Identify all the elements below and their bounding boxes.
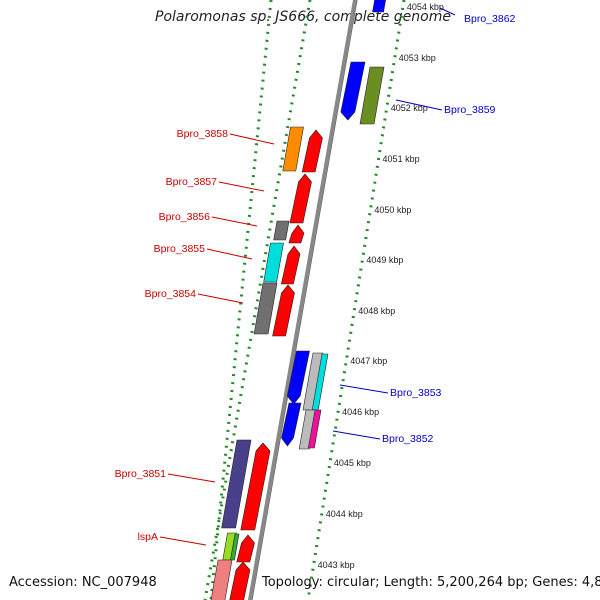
tick-label: 4053 kbp — [399, 53, 436, 63]
tick-label: 4046 kbp — [342, 407, 379, 417]
gene-bpro-3854-block — [253, 282, 278, 335]
gene-leader-line — [395, 99, 443, 111]
gene-bpro-3859-block — [359, 66, 385, 125]
gene-blue-block — [281, 402, 302, 447]
tick-label: 4043 kbp — [318, 560, 355, 570]
gene-red-block — [229, 561, 251, 600]
gene-leader-line — [218, 181, 265, 192]
tick-label: 4047 kbp — [350, 356, 387, 366]
gene-label: Bpro_3853 — [390, 387, 442, 399]
inner-dotted-ring — [203, 0, 312, 600]
gene-leader-line — [206, 248, 253, 260]
gene-pink-block — [210, 559, 233, 600]
tick-label: 4050 kbp — [374, 205, 411, 215]
gene-label: Bpro_3859 — [444, 104, 496, 116]
gene-blue-block — [286, 350, 310, 405]
gene-bpro-3855-block — [263, 242, 284, 283]
gene-red-block — [301, 129, 323, 173]
gene-bpro-3856-block — [273, 220, 290, 241]
gene-label: Bpro_3851 — [115, 468, 167, 480]
tick-label: 4054 kbp — [407, 2, 444, 12]
tick-label: 4048 kbp — [358, 306, 395, 316]
gene-bpro-3857-block — [289, 173, 312, 224]
gene-label: Bpro_3852 — [382, 433, 434, 445]
gene-label: Bpro_3854 — [145, 288, 197, 300]
gene-red-block — [272, 284, 295, 337]
gene-leader-line — [159, 536, 207, 546]
gene-label: Bpro_3862 — [464, 13, 516, 25]
tick-label: 4045 kbp — [334, 458, 371, 468]
gene-red-block — [288, 224, 305, 244]
gene-red-block — [280, 245, 301, 285]
gene-label: Bpro_3855 — [154, 243, 206, 255]
gene-bpro-3851-block — [221, 439, 252, 529]
tick-label: 4044 kbp — [326, 509, 363, 519]
tick-label: 4051 kbp — [383, 154, 420, 164]
gene-green-block — [230, 533, 240, 561]
gene-leader-line — [439, 7, 456, 16]
gene-leader-line — [332, 430, 381, 440]
topology-text: Topology: circular; Length: 5,200,264 bp… — [262, 575, 600, 590]
map-title: Polaromonas sp. JS666, complete genome — [155, 9, 451, 25]
gene-red-block — [236, 534, 255, 563]
gene-label: Bpro_3856 — [159, 211, 211, 223]
gene-blue-block — [340, 61, 366, 121]
gene-bpro-3862-block — [372, 0, 386, 13]
gene-leader-line — [229, 133, 275, 145]
gene-leader-line — [167, 473, 216, 483]
backbone-line — [247, 0, 358, 600]
gene-silver-block — [298, 409, 317, 450]
tick-label: 4049 kbp — [366, 255, 403, 265]
gene-label: Bpro_3858 — [177, 128, 229, 140]
gene-bpro-3858-block — [282, 126, 304, 172]
gene-red-block — [240, 442, 271, 531]
gene-bpro-3852-block — [307, 409, 322, 449]
tick-label: 4052 kbp — [391, 103, 428, 113]
gene-leader-line — [339, 384, 389, 394]
gene-leader-line — [211, 216, 258, 227]
gene-label: Bpro_3857 — [166, 176, 218, 188]
gene-label: lspA — [138, 531, 158, 543]
gene-leader-line — [197, 293, 244, 304]
accession-text: Accession: NC_007948 — [9, 575, 157, 590]
